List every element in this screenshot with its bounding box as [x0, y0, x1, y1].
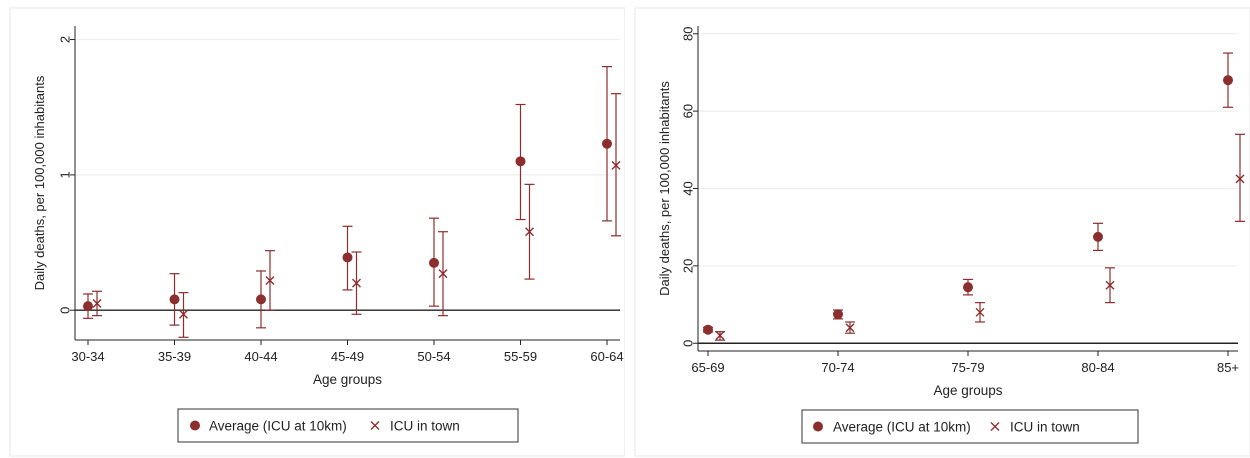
data-point — [169, 294, 180, 305]
y-tick-label: 40 — [680, 181, 695, 195]
data-point — [342, 252, 353, 263]
chart-left: 0 1 2 30-34 35-39 40-44 45-49 50-54 55-59 60-64 Ag… — [9, 7, 625, 457]
panel-frame — [634, 7, 1250, 457]
x-tick-label: 85+ — [1217, 360, 1239, 375]
data-point — [975, 307, 985, 317]
legend-marker-x — [370, 421, 380, 430]
x-tick-label: 55-59 — [504, 349, 537, 364]
y-axis-title: Daily deaths, per 100,000 inhabitants — [32, 75, 47, 290]
y-tick-label: 80 — [680, 27, 695, 41]
legend-label-icu-in-town: ICU in town — [390, 419, 460, 434]
x-tick-label: 35-39 — [158, 349, 191, 364]
legend-box — [177, 408, 519, 443]
data-point — [438, 269, 448, 279]
x-tick-label: 40-44 — [244, 349, 277, 364]
series-average — [703, 52, 1233, 335]
data-point — [1105, 280, 1115, 290]
data-point — [611, 160, 621, 170]
gridlines — [75, 38, 620, 176]
legend-label-average: Average (ICU at 10km) — [209, 419, 347, 434]
y-tick-label: 1 — [57, 171, 72, 178]
y-tick-label: 20 — [680, 259, 695, 273]
data-point — [715, 331, 725, 341]
data-point — [1223, 75, 1233, 86]
data-point — [833, 309, 843, 320]
legend-marker-circle — [190, 420, 200, 431]
data-point — [602, 138, 612, 149]
y-tick-label: 2 — [57, 36, 72, 43]
x-tick-label: 70-74 — [821, 360, 854, 375]
legend: Average (ICU at 10km) ICU in town — [177, 408, 519, 443]
series-icu-in-town — [715, 133, 1245, 341]
data-point — [83, 301, 93, 312]
gridlines — [698, 33, 1238, 267]
data-point — [256, 294, 266, 305]
y-tick-label: 0 — [680, 340, 695, 347]
legend-marker-x — [990, 422, 1000, 431]
legend-marker-circle — [813, 421, 823, 432]
series-average — [83, 66, 612, 329]
x-tick-label: 50-54 — [417, 349, 450, 364]
data-point — [179, 309, 188, 319]
x-tick-label: 30-34 — [71, 349, 104, 364]
y-tick-label: 60 — [680, 104, 695, 118]
legend-label-average: Average (ICU at 10km) — [833, 420, 971, 435]
x-tick-label: 65-69 — [691, 360, 724, 375]
data-point — [1093, 231, 1103, 242]
series-icu-in-town — [92, 93, 621, 338]
x-axis-title: Age groups — [933, 383, 1002, 398]
panel-frame — [9, 7, 625, 457]
x-tick-label: 75-79 — [951, 360, 984, 375]
data-point — [92, 298, 102, 308]
y-tick-label: 0 — [57, 307, 72, 314]
x-tick-label: 80-84 — [1081, 360, 1114, 375]
data-point — [525, 227, 534, 237]
data-point — [1235, 174, 1245, 184]
legend-label-icu-in-town: ICU in town — [1010, 420, 1080, 435]
data-point — [963, 282, 973, 293]
x-tick-label: 60-64 — [590, 349, 623, 364]
data-point — [703, 324, 713, 335]
chart-right: 0 20 40 60 80 65-69 70-74 75-79 80-84 85+ Age grou… — [634, 7, 1250, 457]
data-point — [265, 275, 275, 285]
y-axis-title: Daily deaths, per 100,000 inhabitants — [657, 81, 672, 296]
legend: Average (ICU at 10km) ICU in town — [801, 409, 1139, 444]
legend-box — [801, 409, 1139, 444]
data-point — [352, 278, 361, 288]
data-point — [845, 323, 855, 333]
x-axis-title: Age groups — [313, 372, 382, 387]
data-point — [515, 156, 526, 167]
data-point — [429, 257, 439, 268]
x-tick-label: 45-49 — [331, 349, 364, 364]
